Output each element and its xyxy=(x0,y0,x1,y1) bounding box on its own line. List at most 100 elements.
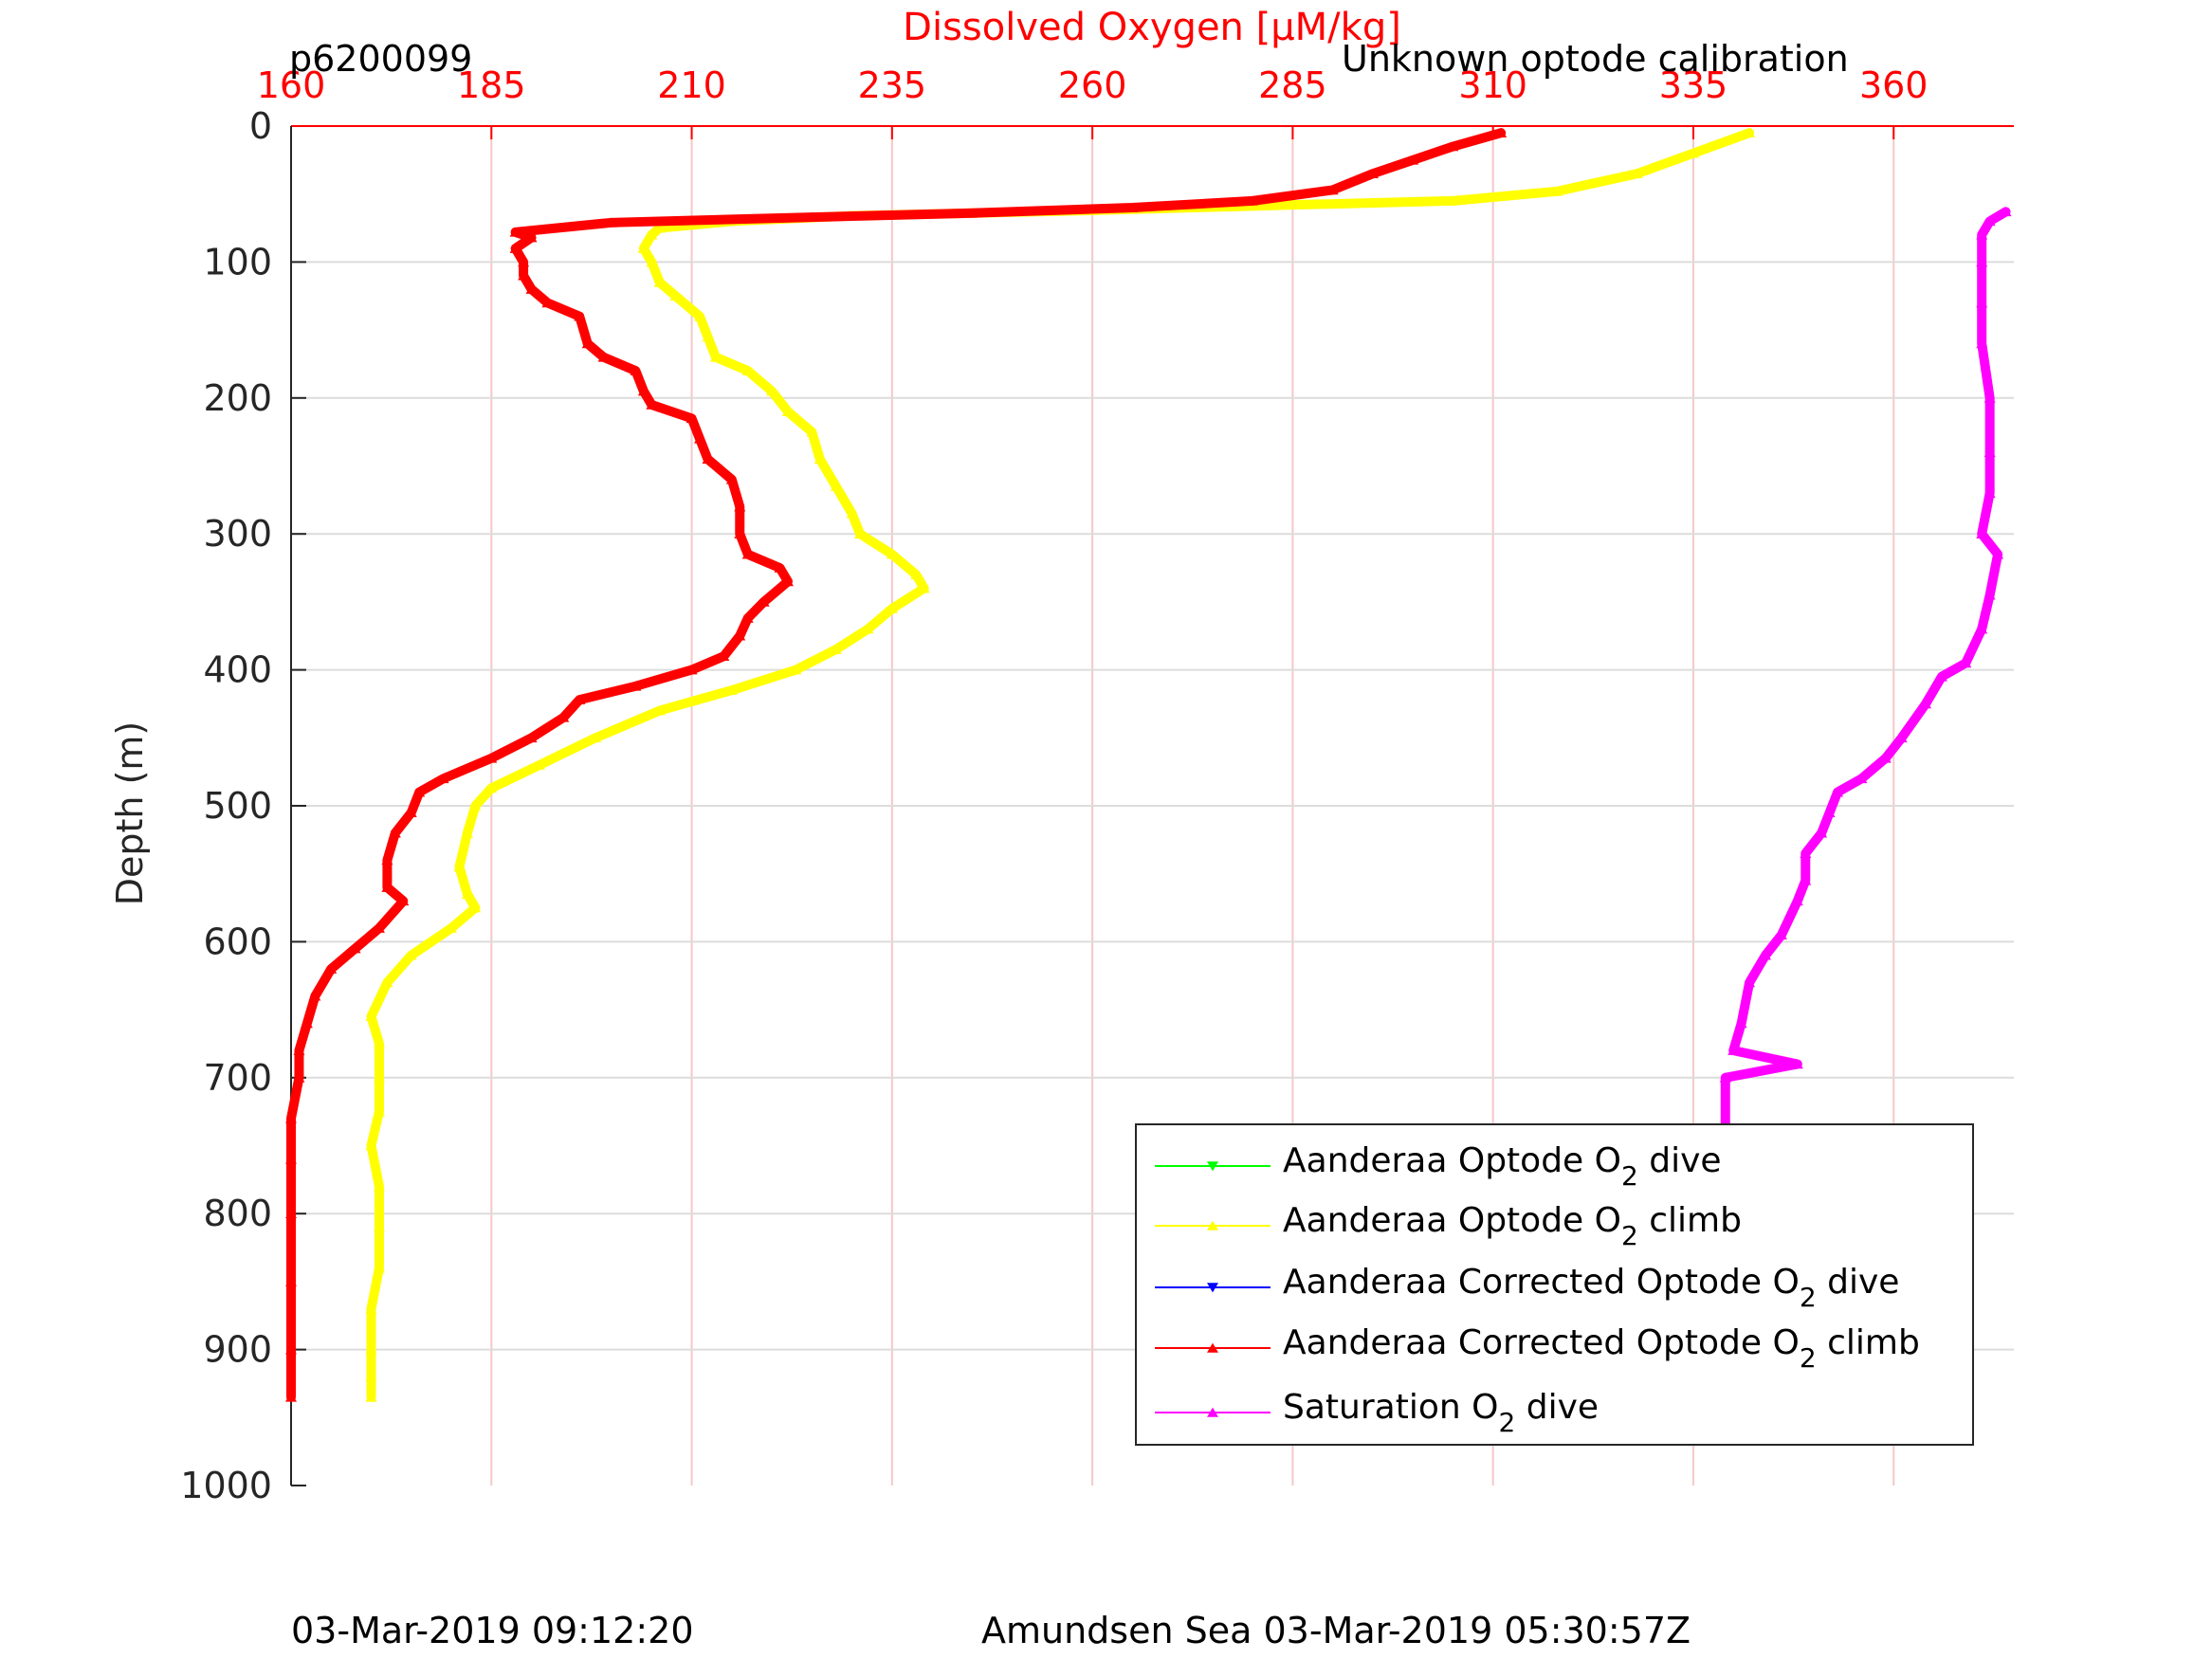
series-marker xyxy=(1976,624,1988,634)
series-marker xyxy=(413,787,426,797)
series-marker xyxy=(574,694,586,704)
series-marker xyxy=(686,665,698,675)
series-marker xyxy=(966,208,978,218)
x-tick-label: 185 xyxy=(457,64,526,106)
series-marker xyxy=(597,352,610,362)
series-marker xyxy=(781,575,794,587)
series-marker xyxy=(1744,127,1756,137)
y-tick-label: 800 xyxy=(203,1193,272,1234)
series-marker xyxy=(1366,168,1379,178)
series-marker xyxy=(405,807,417,817)
series-marker xyxy=(1983,215,1996,227)
series-marker xyxy=(461,888,473,900)
series-marker xyxy=(653,277,666,287)
plot-timestamp: 03-Mar-2019 09:12:20 xyxy=(291,1610,694,1651)
series-marker xyxy=(485,753,498,763)
series-marker xyxy=(469,800,482,811)
series-marker xyxy=(373,1072,385,1083)
series-marker xyxy=(1983,487,1996,498)
series-marker xyxy=(461,828,473,838)
series-marker xyxy=(1287,199,1299,210)
series-marker xyxy=(1447,195,1459,206)
series-marker xyxy=(293,1045,305,1055)
series-marker xyxy=(365,1304,377,1314)
series-marker xyxy=(741,549,754,559)
series-marker xyxy=(694,433,706,444)
series-marker xyxy=(1800,848,1812,858)
series-marker xyxy=(1495,127,1508,137)
series-marker xyxy=(702,453,714,465)
series-marker xyxy=(718,650,730,662)
series-marker xyxy=(814,453,826,465)
series-marker xyxy=(790,665,802,675)
series-marker xyxy=(1879,753,1892,763)
series-layer xyxy=(285,127,2012,1402)
series-marker xyxy=(1631,168,1643,178)
series-marker xyxy=(886,549,898,559)
series-marker xyxy=(686,412,698,424)
series-marker xyxy=(525,732,538,743)
series-marker xyxy=(558,712,570,722)
series-marker xyxy=(774,562,786,573)
legend-box xyxy=(1135,1123,1974,1446)
series-marker xyxy=(365,1140,377,1151)
y-axis-label: Depth (m) xyxy=(109,721,151,906)
legend-label: Aanderaa Corrected Optode O2 climb xyxy=(1283,1323,1920,1374)
series-marker xyxy=(1976,229,1988,240)
series-marker xyxy=(1895,732,1908,743)
series-marker xyxy=(1326,184,1339,195)
series-marker xyxy=(285,1154,297,1164)
series-marker xyxy=(1126,202,1139,212)
series-marker xyxy=(1800,875,1812,885)
series-marker xyxy=(365,1344,377,1355)
series-marker xyxy=(381,977,393,988)
y-tick-label: 300 xyxy=(203,513,272,555)
series-marker xyxy=(646,257,658,267)
series-marker xyxy=(734,630,746,641)
legend-label: Aanderaa Corrected Optode O2 dive xyxy=(1283,1263,1899,1313)
dive-info: Amundsen Sea 03-Mar-2019 05:30:57Z xyxy=(981,1610,1691,1651)
series-marker xyxy=(653,705,666,716)
series-marker xyxy=(453,862,466,872)
series-1 xyxy=(365,127,1756,1402)
series-marker xyxy=(1760,950,1772,960)
x-tick-label: 310 xyxy=(1458,64,1527,106)
series-marker xyxy=(1775,929,1787,940)
series-marker xyxy=(285,1344,297,1355)
series-marker xyxy=(373,1263,385,1273)
series-marker xyxy=(437,773,449,784)
series-marker xyxy=(397,895,410,906)
series-marker xyxy=(741,365,754,375)
series-marker xyxy=(541,298,554,308)
series-marker xyxy=(590,732,602,743)
x-tick-label: 285 xyxy=(1258,64,1327,106)
series-marker xyxy=(1744,977,1756,988)
series-marker xyxy=(285,1113,297,1123)
series-marker xyxy=(781,406,794,416)
legend-entries: Aanderaa Optode O2 dive Aanderaa Optode O… xyxy=(1155,1141,1920,1438)
y-tick-label: 900 xyxy=(203,1329,272,1371)
series-marker xyxy=(509,227,521,237)
series-marker xyxy=(1687,148,1699,158)
series-marker xyxy=(373,1181,385,1192)
series-marker xyxy=(373,1038,385,1048)
y-tick-label: 400 xyxy=(203,649,272,691)
series-marker xyxy=(574,311,586,321)
series-marker xyxy=(1960,658,1972,668)
series-marker xyxy=(1983,590,1996,600)
series-marker xyxy=(581,338,594,349)
series-4 xyxy=(1719,206,2012,1402)
series-marker xyxy=(325,963,338,974)
series-marker xyxy=(469,902,482,913)
series-marker xyxy=(525,232,538,243)
legend-swatch-marker xyxy=(1207,1161,1218,1172)
calibration-note: Unknown optode calibration xyxy=(1342,38,1849,80)
series-marker xyxy=(1823,807,1836,817)
series-marker xyxy=(1551,186,1563,196)
series-marker xyxy=(309,991,321,1001)
series-marker xyxy=(1407,155,1419,165)
series-marker xyxy=(1791,895,1803,906)
series-marker xyxy=(646,229,658,240)
series-marker xyxy=(918,583,930,593)
series-marker xyxy=(518,270,530,281)
